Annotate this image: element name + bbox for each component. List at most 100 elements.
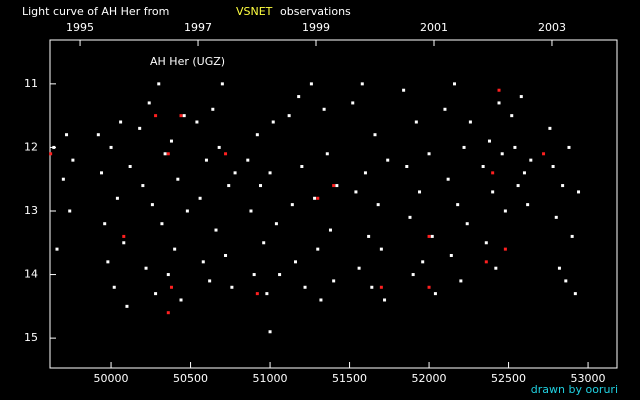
- data-point: [182, 114, 186, 118]
- data-point: [367, 234, 371, 238]
- data-point: [430, 234, 434, 238]
- data-point: [169, 139, 173, 143]
- data-point: [427, 285, 431, 289]
- data-point: [354, 190, 358, 194]
- data-point: [449, 253, 453, 257]
- data-point: [402, 88, 406, 92]
- data-point: [484, 241, 488, 245]
- x-tick-label: 50000: [94, 372, 129, 385]
- data-point: [405, 164, 409, 168]
- data-point: [443, 107, 447, 111]
- data-point: [112, 285, 116, 289]
- data-point: [497, 88, 501, 92]
- data-point: [567, 145, 571, 149]
- data-point: [201, 260, 205, 264]
- data-point: [465, 222, 469, 226]
- data-point: [433, 292, 437, 296]
- data-point: [166, 311, 170, 315]
- data-point: [526, 203, 530, 207]
- data-point: [233, 171, 237, 175]
- data-point: [487, 139, 491, 143]
- data-point: [316, 247, 320, 251]
- data-point: [195, 120, 199, 124]
- data-point: [208, 279, 212, 283]
- data-point: [564, 279, 568, 283]
- y-tick-label: 14: [24, 268, 38, 281]
- data-point: [319, 298, 323, 302]
- data-point: [497, 101, 501, 105]
- data-point: [122, 234, 126, 238]
- x-tick-label: 50500: [173, 372, 208, 385]
- data-point: [573, 292, 577, 296]
- data-point: [268, 171, 272, 175]
- data-point: [548, 126, 552, 130]
- data-point: [551, 164, 555, 168]
- data-point: [554, 215, 558, 219]
- data-point: [157, 82, 161, 86]
- data-point: [529, 158, 533, 162]
- data-point: [513, 145, 517, 149]
- data-point: [262, 241, 266, 245]
- data-point: [351, 101, 355, 105]
- data-point: [570, 234, 574, 238]
- data-point: [49, 152, 53, 156]
- data-point: [265, 292, 269, 296]
- data-point: [522, 171, 526, 175]
- annotation: AH Her (UGZ): [150, 55, 225, 68]
- data-point: [230, 285, 234, 289]
- y-tick-label: 12: [24, 140, 38, 153]
- data-point: [427, 152, 431, 156]
- y-tick-label: 13: [24, 204, 38, 217]
- data-point: [138, 126, 142, 130]
- data-point: [179, 298, 183, 302]
- x2-tick-label: 1999: [302, 21, 330, 34]
- x2-tick-label: 2003: [538, 21, 566, 34]
- data-point: [52, 145, 56, 149]
- data-point: [453, 82, 457, 86]
- data-point: [61, 177, 65, 181]
- x-tick-label: 52500: [491, 372, 526, 385]
- data-point: [418, 190, 422, 194]
- data-point: [274, 222, 278, 226]
- chart-title: Light curve of AH Her from: [22, 5, 169, 18]
- data-point: [122, 241, 126, 245]
- data-point: [421, 260, 425, 264]
- data-point: [252, 273, 256, 277]
- data-point: [446, 177, 450, 181]
- data-point: [557, 266, 561, 270]
- data-point: [494, 266, 498, 270]
- data-point: [561, 184, 565, 188]
- data-point: [211, 107, 215, 111]
- data-point: [179, 114, 183, 118]
- data-point: [166, 273, 170, 277]
- data-point: [220, 82, 224, 86]
- data-point: [227, 184, 231, 188]
- data-point: [176, 177, 180, 181]
- data-point: [297, 95, 301, 99]
- data-point: [128, 164, 132, 168]
- credit: drawn by ooruri: [531, 383, 618, 396]
- data-point: [322, 107, 326, 111]
- data-point: [55, 247, 59, 251]
- data-point: [255, 133, 259, 137]
- data-point: [271, 120, 275, 124]
- data-point: [456, 203, 460, 207]
- data-point: [459, 279, 463, 283]
- data-point: [290, 203, 294, 207]
- data-point: [154, 114, 158, 118]
- data-point: [516, 184, 520, 188]
- data-point: [328, 228, 332, 232]
- x2-tick-label: 1997: [184, 21, 212, 34]
- data-point: [427, 234, 431, 238]
- data-point: [332, 279, 336, 283]
- data-point: [65, 133, 69, 137]
- data-point: [519, 95, 523, 99]
- data-point: [106, 260, 110, 264]
- data-point: [259, 184, 263, 188]
- data-point: [109, 145, 113, 149]
- data-point: [173, 247, 177, 251]
- data-point: [491, 190, 495, 194]
- data-point: [278, 273, 282, 277]
- data-point: [325, 152, 329, 156]
